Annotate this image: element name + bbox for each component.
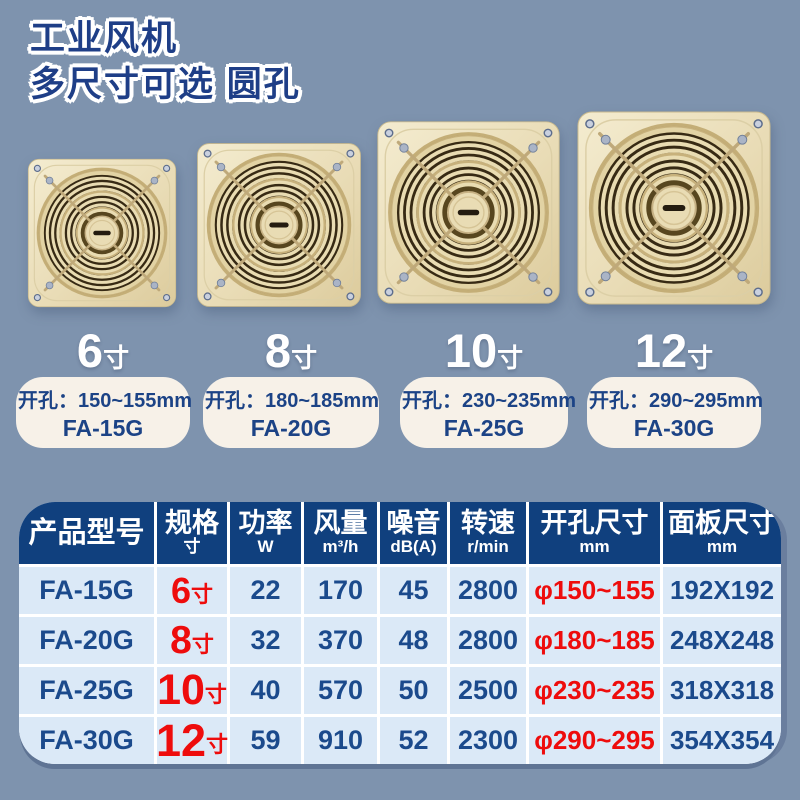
cell-speed: 2800 — [450, 617, 526, 664]
header-power: 功率 W — [230, 502, 301, 564]
title-line-1: 工业风机 — [30, 19, 179, 58]
table-row: FA-30G 12 寸 59 910 52 2300 φ290~295 354X3… — [19, 717, 781, 764]
page-title: 工业风机 多尺寸可选 圆孔 — [30, 16, 301, 108]
model-text: FA-15G — [62, 415, 144, 441]
cell-hole: φ230~235 — [529, 667, 660, 714]
spec-table: 产品型号 规格寸 功率 W 风量 m³/h 噪音 dB(A) 转速 r/min 开孔尺寸… — [19, 502, 781, 764]
cell-power: 22 — [230, 567, 301, 614]
product-label-8inch: 8寸 开孔：180~185mm FA-20G — [203, 326, 379, 448]
cell-panel: 248X248 — [663, 617, 781, 664]
fan-image-8inch — [195, 141, 363, 309]
cell-speed: 2500 — [450, 667, 526, 714]
spec-pill: 开孔：150~155mm FA-15G — [16, 377, 192, 448]
product-label-10inch: 10寸 开孔：230~235mm FA-25G — [400, 324, 576, 448]
hole-size-text: 开孔：150~155mm — [18, 390, 192, 412]
title-line-2: 多尺寸可选 圆孔 — [30, 65, 301, 105]
cell-model: FA-15G — [19, 567, 154, 614]
cell-power: 40 — [230, 667, 301, 714]
cell-spec: 10 寸 — [157, 666, 227, 714]
cell-model: FA-30G — [19, 717, 154, 764]
cell-spec: 12 寸 — [155, 715, 229, 764]
cell-hole: φ150~155 — [529, 567, 660, 614]
cell-noise: 45 — [380, 567, 447, 614]
header-noise: 噪音 dB(A) — [380, 502, 447, 564]
spec-pill: 开孔：290~295mm FA-30G — [587, 377, 763, 448]
size-heading: 12寸 — [634, 324, 714, 377]
cell-speed: 2800 — [450, 567, 526, 614]
header-model: 产品型号 — [19, 502, 154, 564]
cell-hole: φ180~185 — [529, 617, 660, 664]
hole-size-text: 开孔：290~295mm — [589, 390, 763, 412]
header-airflow: 风量 m³/h — [304, 502, 377, 564]
cell-hole: φ290~295 — [529, 717, 660, 764]
spec-pill: 开孔：230~235mm FA-25G — [400, 377, 576, 448]
cell-airflow: 570 — [304, 667, 377, 714]
table-header-row: 产品型号 规格寸 功率 W 风量 m³/h 噪音 dB(A) 转速 r/min 开孔尺寸… — [19, 502, 781, 564]
product-label-6inch: 6寸 开孔：150~155mm FA-15G — [16, 324, 192, 448]
spec-pill: 开孔：180~185mm FA-20G — [203, 377, 379, 448]
size-heading: 8寸 — [264, 324, 318, 377]
model-text: FA-30G — [633, 415, 715, 441]
cell-noise: 50 — [380, 667, 447, 714]
cell-model: FA-25G — [19, 667, 154, 714]
cell-panel: 192X192 — [663, 567, 781, 614]
fan-image-6inch — [26, 157, 178, 309]
header-panel-size: 面板尺寸 mm — [663, 502, 781, 564]
cell-noise: 52 — [380, 717, 447, 764]
cell-panel: 318X318 — [663, 667, 781, 714]
hole-size-text: 开孔：180~185mm — [205, 390, 379, 412]
cell-noise: 48 — [380, 617, 447, 664]
cell-airflow: 910 — [304, 717, 377, 764]
size-heading: 10寸 — [444, 324, 524, 377]
cell-power: 32 — [230, 617, 301, 664]
cell-power: 59 — [230, 717, 301, 764]
header-speed: 转速 r/min — [450, 502, 526, 564]
cell-airflow: 170 — [304, 567, 377, 614]
product-label-12inch: 12寸 开孔：290~295mm FA-30G — [587, 324, 763, 448]
size-heading: 6寸 — [76, 324, 130, 377]
header-hole-size: 开孔尺寸 mm — [529, 502, 660, 564]
cell-panel: 354X354 — [663, 717, 781, 764]
hole-size-text: 开孔：230~235mm — [402, 390, 576, 412]
table-row: FA-25G 10 寸 40 570 50 2500 φ230~235 318X3… — [19, 667, 781, 714]
model-text: FA-20G — [250, 415, 332, 441]
cell-speed: 2300 — [450, 717, 526, 764]
header-spec: 规格寸 — [157, 502, 227, 564]
cell-airflow: 370 — [304, 617, 377, 664]
fan-image-10inch — [375, 119, 562, 306]
model-text: FA-25G — [443, 415, 525, 441]
fan-image-12inch — [575, 109, 773, 307]
cell-model: FA-20G — [19, 617, 154, 664]
